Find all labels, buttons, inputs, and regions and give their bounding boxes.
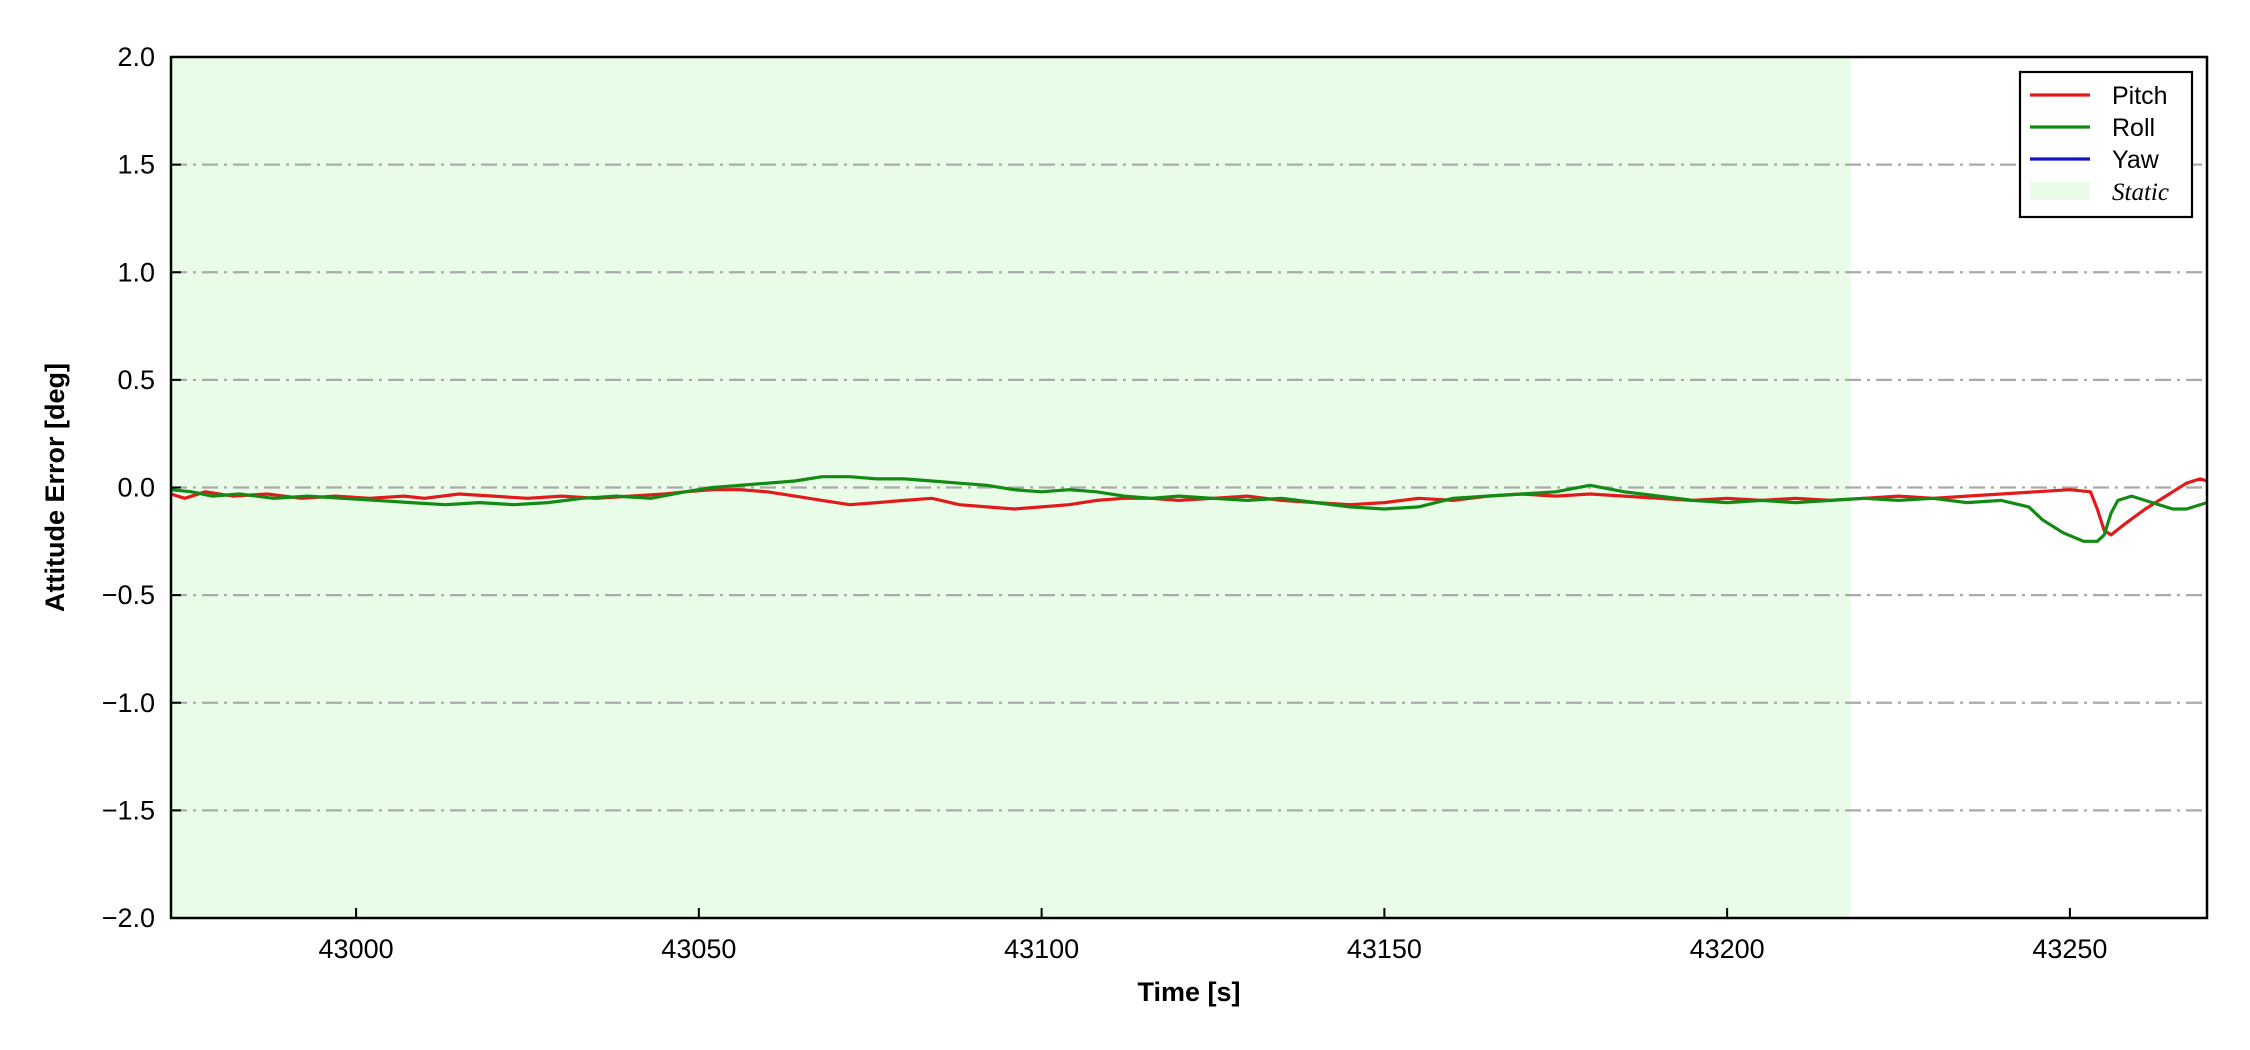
x-tick-label: 43000 [319, 934, 394, 964]
x-tick-label: 43100 [1004, 934, 1079, 964]
x-axis-label: Time [s] [1137, 977, 1240, 1007]
series-lines [170, 475, 2208, 543]
y-tick-label: 2.0 [117, 42, 155, 72]
legend-label-roll: Roll [2112, 114, 2155, 142]
x-axis: 43000 43050 43100 43150 43200 43250 [319, 908, 2107, 964]
y-tick-label: −2.0 [102, 903, 155, 933]
y-tick-label: −1.5 [102, 795, 155, 825]
y-tick-label: 1.0 [117, 257, 155, 287]
x-tick-label: 43200 [1690, 934, 1765, 964]
grid-lines [171, 163, 2207, 812]
y-tick-label: 0.5 [117, 365, 155, 395]
y-tick-label: 1.5 [117, 150, 155, 180]
legend-label-pitch: Pitch [2112, 82, 2168, 110]
x-tick-label: 43050 [661, 934, 736, 964]
legend-label-yaw: Yaw [2112, 146, 2160, 174]
y-tick-label: 0.0 [117, 473, 155, 503]
y-tick-label: −0.5 [102, 580, 155, 610]
legend-swatch-static [2030, 182, 2090, 200]
y-axis-label: Attitude Error [deg] [40, 363, 70, 612]
y-tick-label: −1.0 [102, 688, 155, 718]
x-tick-label: 43150 [1347, 934, 1422, 964]
legend: Pitch Roll Yaw Static [2018, 70, 2194, 219]
x-tick-label: 43250 [2032, 934, 2107, 964]
series-line-pitch [170, 477, 2208, 537]
series-line-roll [170, 475, 2208, 543]
y-axis: −2.0 −1.5 −1.0 −0.5 0.0 0.5 1.0 1.5 2.0 [102, 42, 181, 933]
legend-label-static: Static [2112, 179, 2169, 206]
